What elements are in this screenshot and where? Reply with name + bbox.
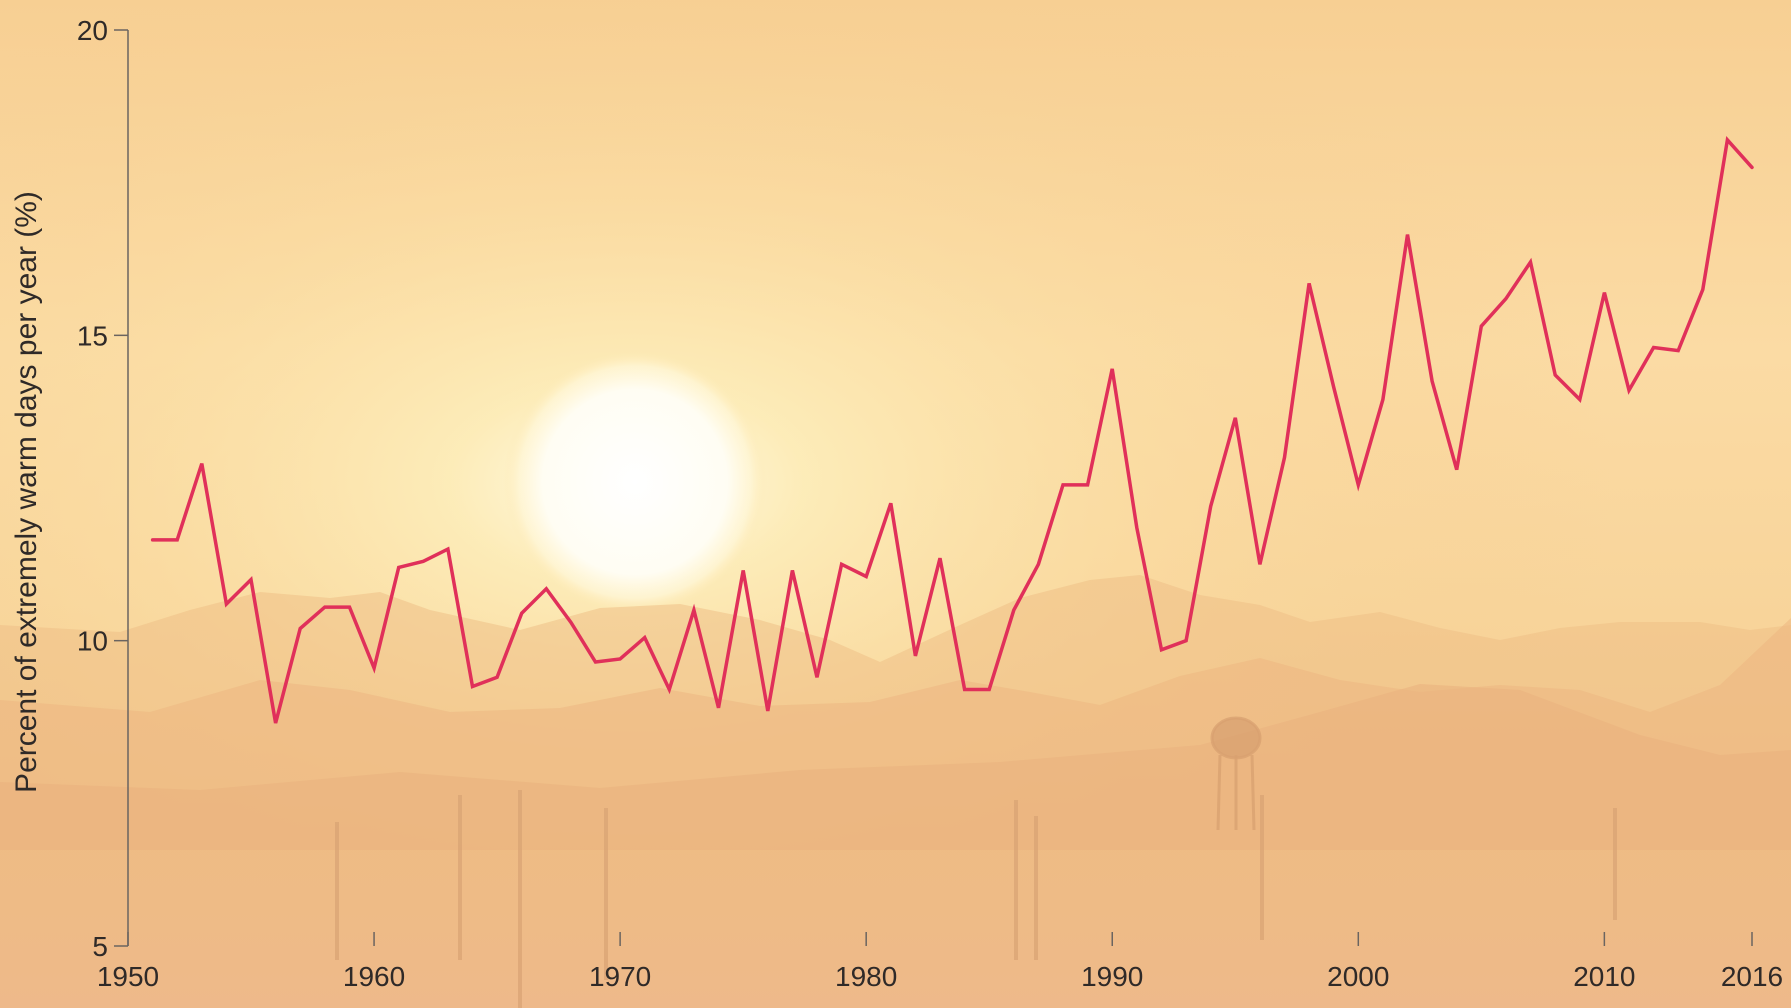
series-warm-days	[150, 136, 1754, 724]
ground-haze	[0, 850, 1791, 1008]
water-tower	[1210, 716, 1262, 831]
sun	[503, 350, 767, 614]
x-tick-label: 2010	[1573, 961, 1635, 992]
axes: 5 10 15 20 1950 1960 1970 1980 1990 2000 2010 2016…	[10, 15, 1783, 992]
y-axis-ticks: 5 10 15 20	[77, 15, 128, 962]
y-axis-label: Percent of extremely warm days per year …	[10, 191, 43, 793]
y-tick-label: 20	[77, 15, 108, 46]
y-tick-label: 5	[92, 931, 108, 962]
series-line	[150, 136, 1754, 724]
x-tick-label: 2000	[1327, 961, 1389, 992]
x-tick-label: 1970	[589, 961, 651, 992]
x-tick-label: 1980	[835, 961, 897, 992]
y-tick-label: 10	[77, 626, 108, 657]
x-axis-ticks: 1950 1960 1970 1980 1990 2000 2010 2016	[97, 932, 1783, 992]
x-tick-label: 1950	[97, 961, 159, 992]
x-tick-label: 1990	[1081, 961, 1143, 992]
utility-poles	[335, 790, 1617, 1008]
x-tick-label: 2016	[1721, 961, 1783, 992]
x-tick-label: 1960	[343, 961, 405, 992]
y-tick-label: 15	[77, 320, 108, 351]
